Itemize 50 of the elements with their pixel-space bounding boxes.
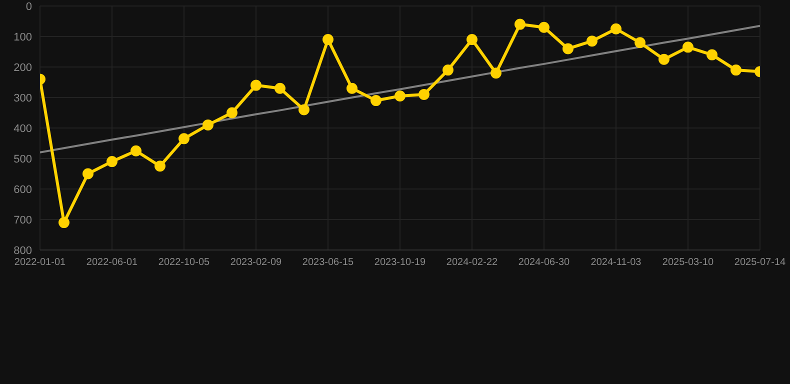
point [634, 37, 646, 48]
point [58, 217, 70, 228]
y-tick-label: 500 [14, 153, 32, 166]
point [514, 18, 526, 30]
y-tick-label: 600 [14, 184, 32, 196]
point [346, 82, 358, 94]
y-tick-label: 200 [14, 62, 32, 74]
point [730, 64, 742, 76]
x-tick-label: 2024-02-22 [446, 257, 498, 268]
x-tick-label: 2025-07-14 [734, 257, 786, 268]
point [154, 160, 166, 172]
x-tick-label: 2022-01-01 [14, 257, 66, 268]
x-tick-label: 2024-11-03 [590, 257, 642, 268]
point [106, 156, 118, 168]
x-tick-label: 2023-02-09 [230, 257, 282, 268]
point [442, 64, 454, 76]
point [82, 168, 94, 180]
point [370, 95, 382, 106]
point [322, 34, 334, 46]
y-tick-label: 300 [14, 92, 32, 104]
y-tick-label: 400 [14, 122, 32, 135]
point [706, 49, 718, 60]
y-tick-label: 700 [14, 214, 32, 226]
y-tick-label: 100 [14, 31, 32, 44]
point [418, 88, 430, 100]
x-tick-label: 2022-06-01 [86, 257, 138, 268]
point [466, 34, 478, 46]
x-tick-label: 2025-03-10 [662, 257, 714, 268]
point [250, 80, 262, 91]
point [298, 104, 310, 116]
x-tick-label: 2023-10-19 [374, 257, 426, 268]
point [274, 82, 286, 94]
point [682, 42, 694, 53]
y-tick-label: 800 [14, 244, 32, 257]
point [178, 133, 190, 144]
point [562, 43, 574, 54]
point [226, 107, 238, 118]
x-tick-label: 2024-06-30 [518, 257, 570, 268]
x-tick-label: 2022-10-05 [158, 257, 210, 268]
x-tick-label: 2023-06-15 [302, 257, 354, 268]
point [394, 90, 406, 102]
point [538, 22, 550, 33]
y-tick-label: 0 [26, 0, 32, 13]
point [130, 145, 142, 156]
point [610, 23, 622, 34]
point [658, 54, 670, 65]
point [202, 119, 214, 130]
point [586, 36, 598, 47]
line-series [40, 24, 760, 154]
point [490, 68, 502, 79]
